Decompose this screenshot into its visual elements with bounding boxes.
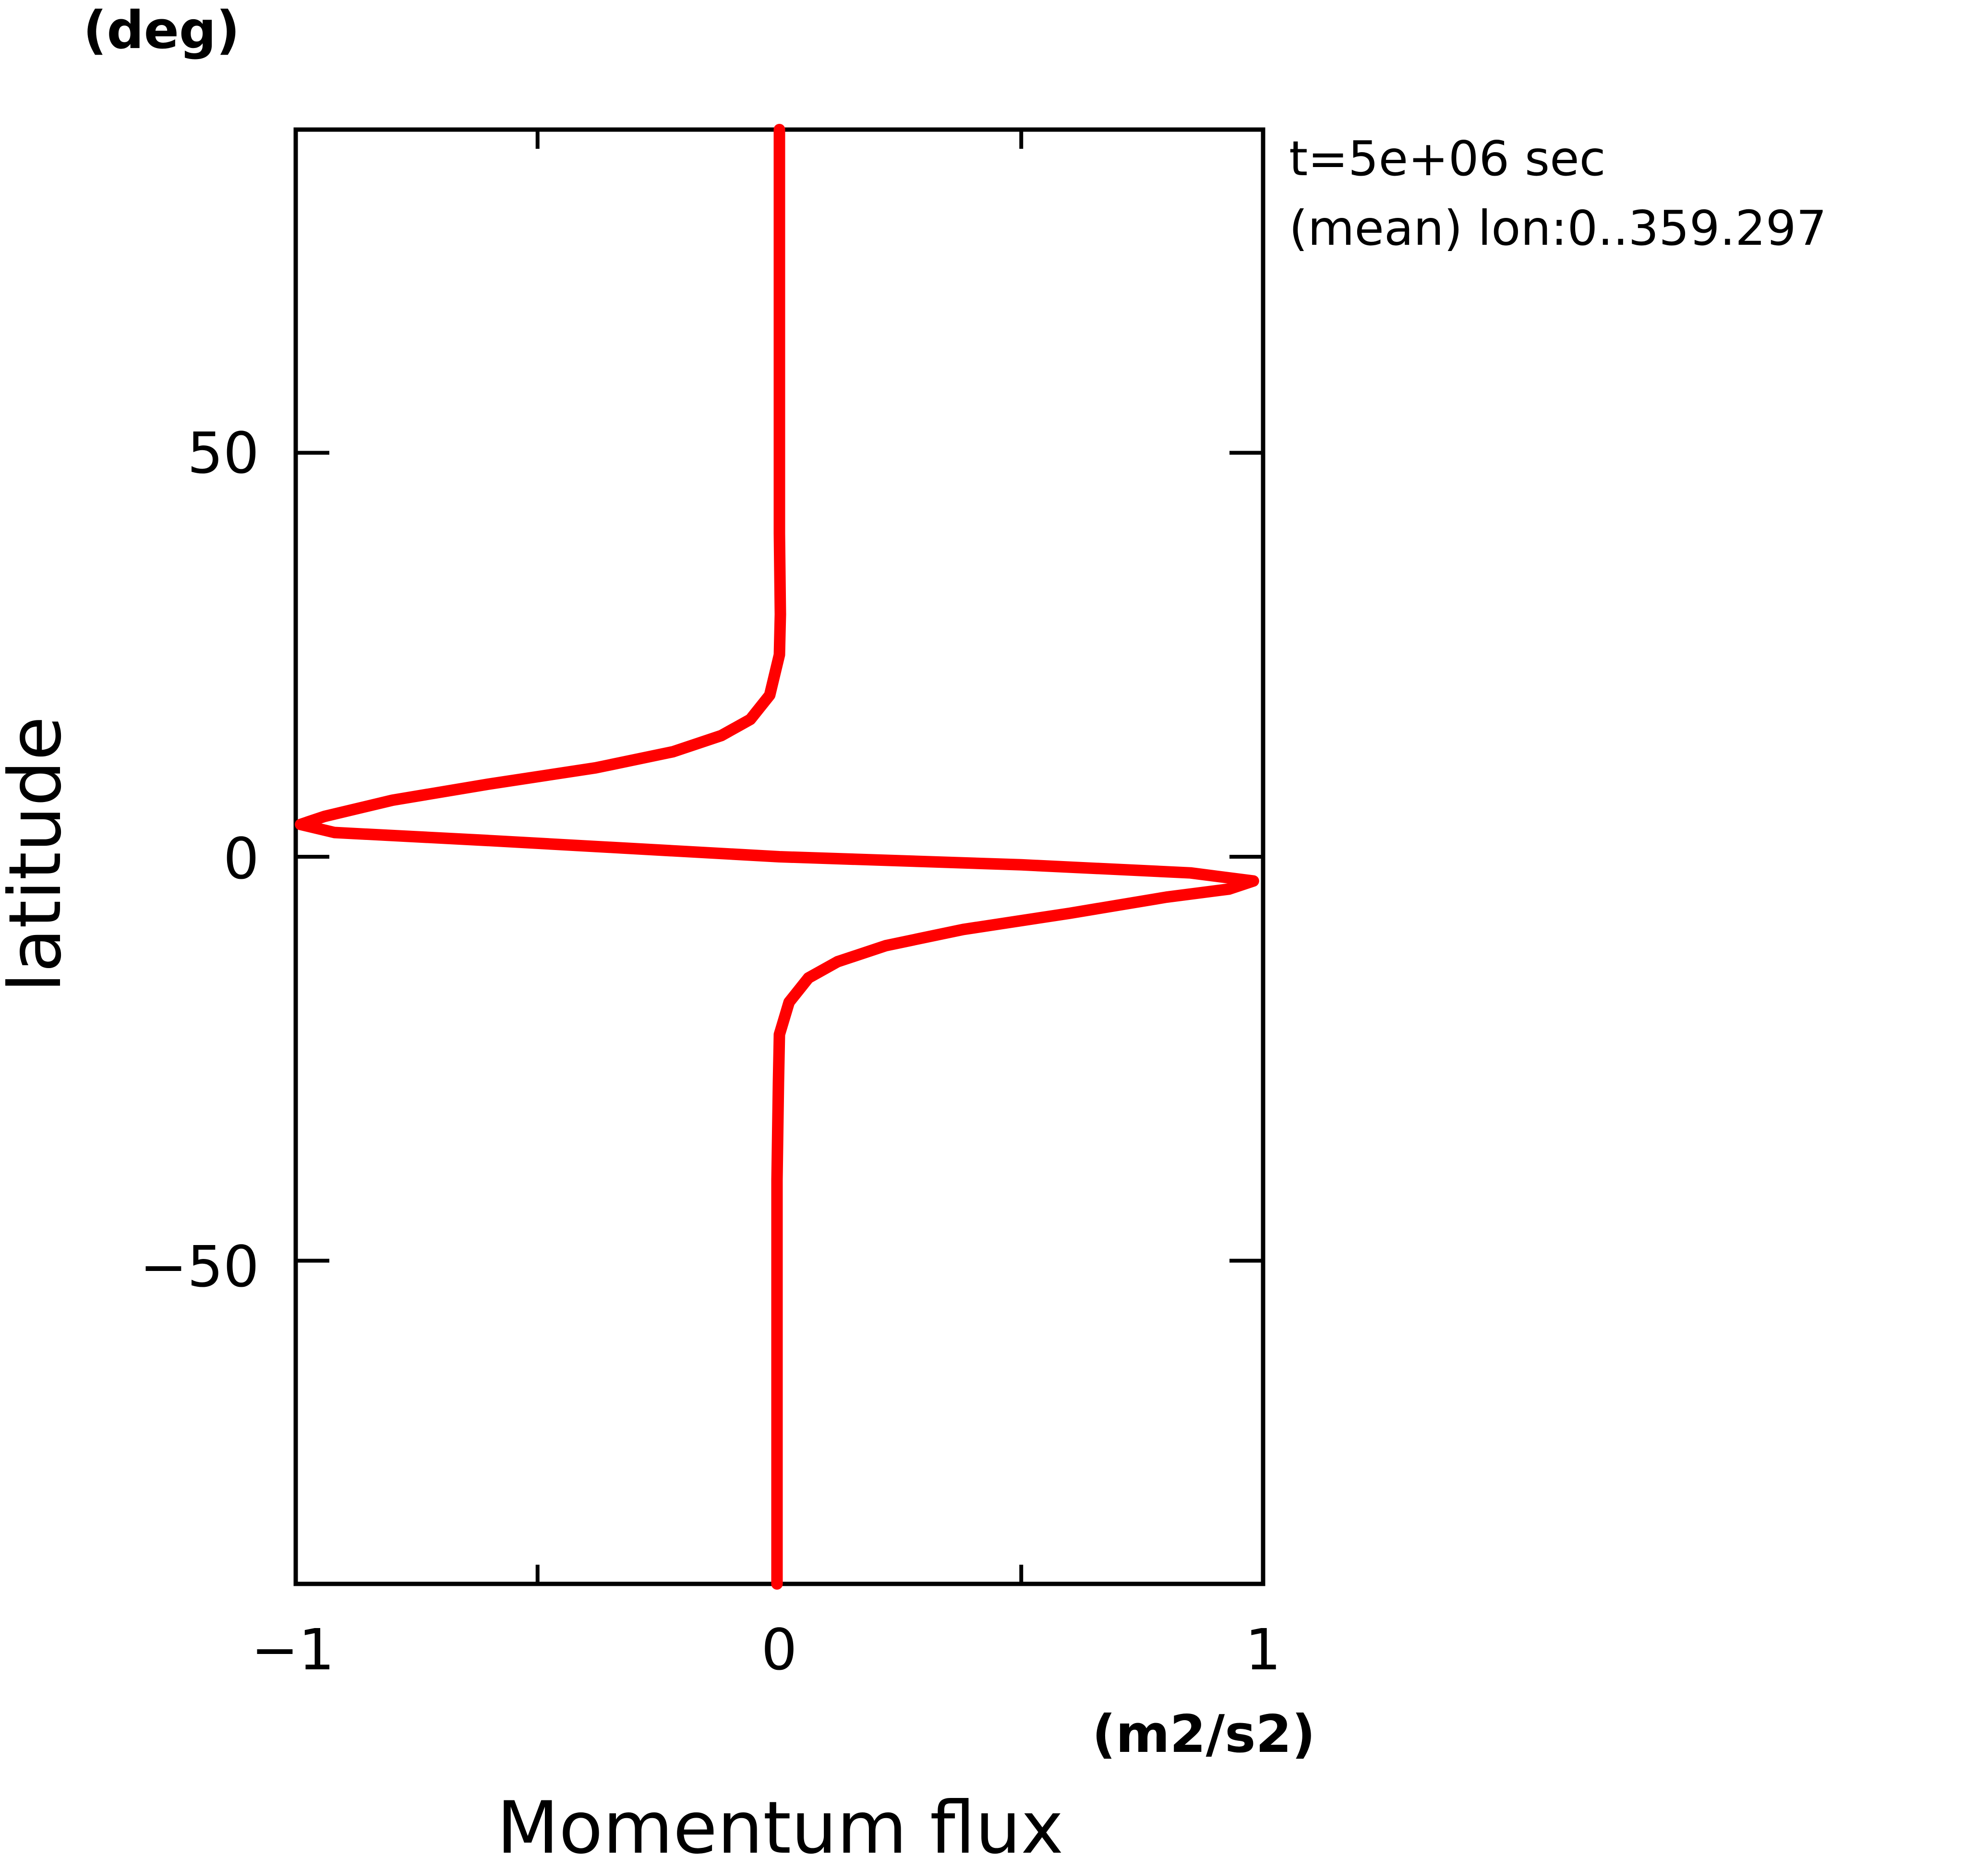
y-axis-title: latitude [0,716,77,992]
y-tick-label-0: 0 [223,826,259,892]
y-tick-label-neg50: −50 [140,1234,259,1300]
x-unit-label: (m2/s2) [1092,1704,1315,1764]
x-tick-label-0: 0 [761,1617,797,1683]
axis-ticks [296,130,1263,1584]
mean-annotation: (mean) lon:0..359.297 [1289,200,1827,256]
x-tick-label-1: 1 [1245,1617,1281,1683]
x-axis-title: Momentum flux [497,1786,1064,1869]
y-tick-label-50: 50 [187,420,259,486]
y-unit-label: (deg) [83,0,240,60]
time-annotation: t=5e+06 sec [1289,131,1606,187]
x-tick-label-neg1: −1 [251,1617,335,1683]
series-line [295,124,1259,1590]
